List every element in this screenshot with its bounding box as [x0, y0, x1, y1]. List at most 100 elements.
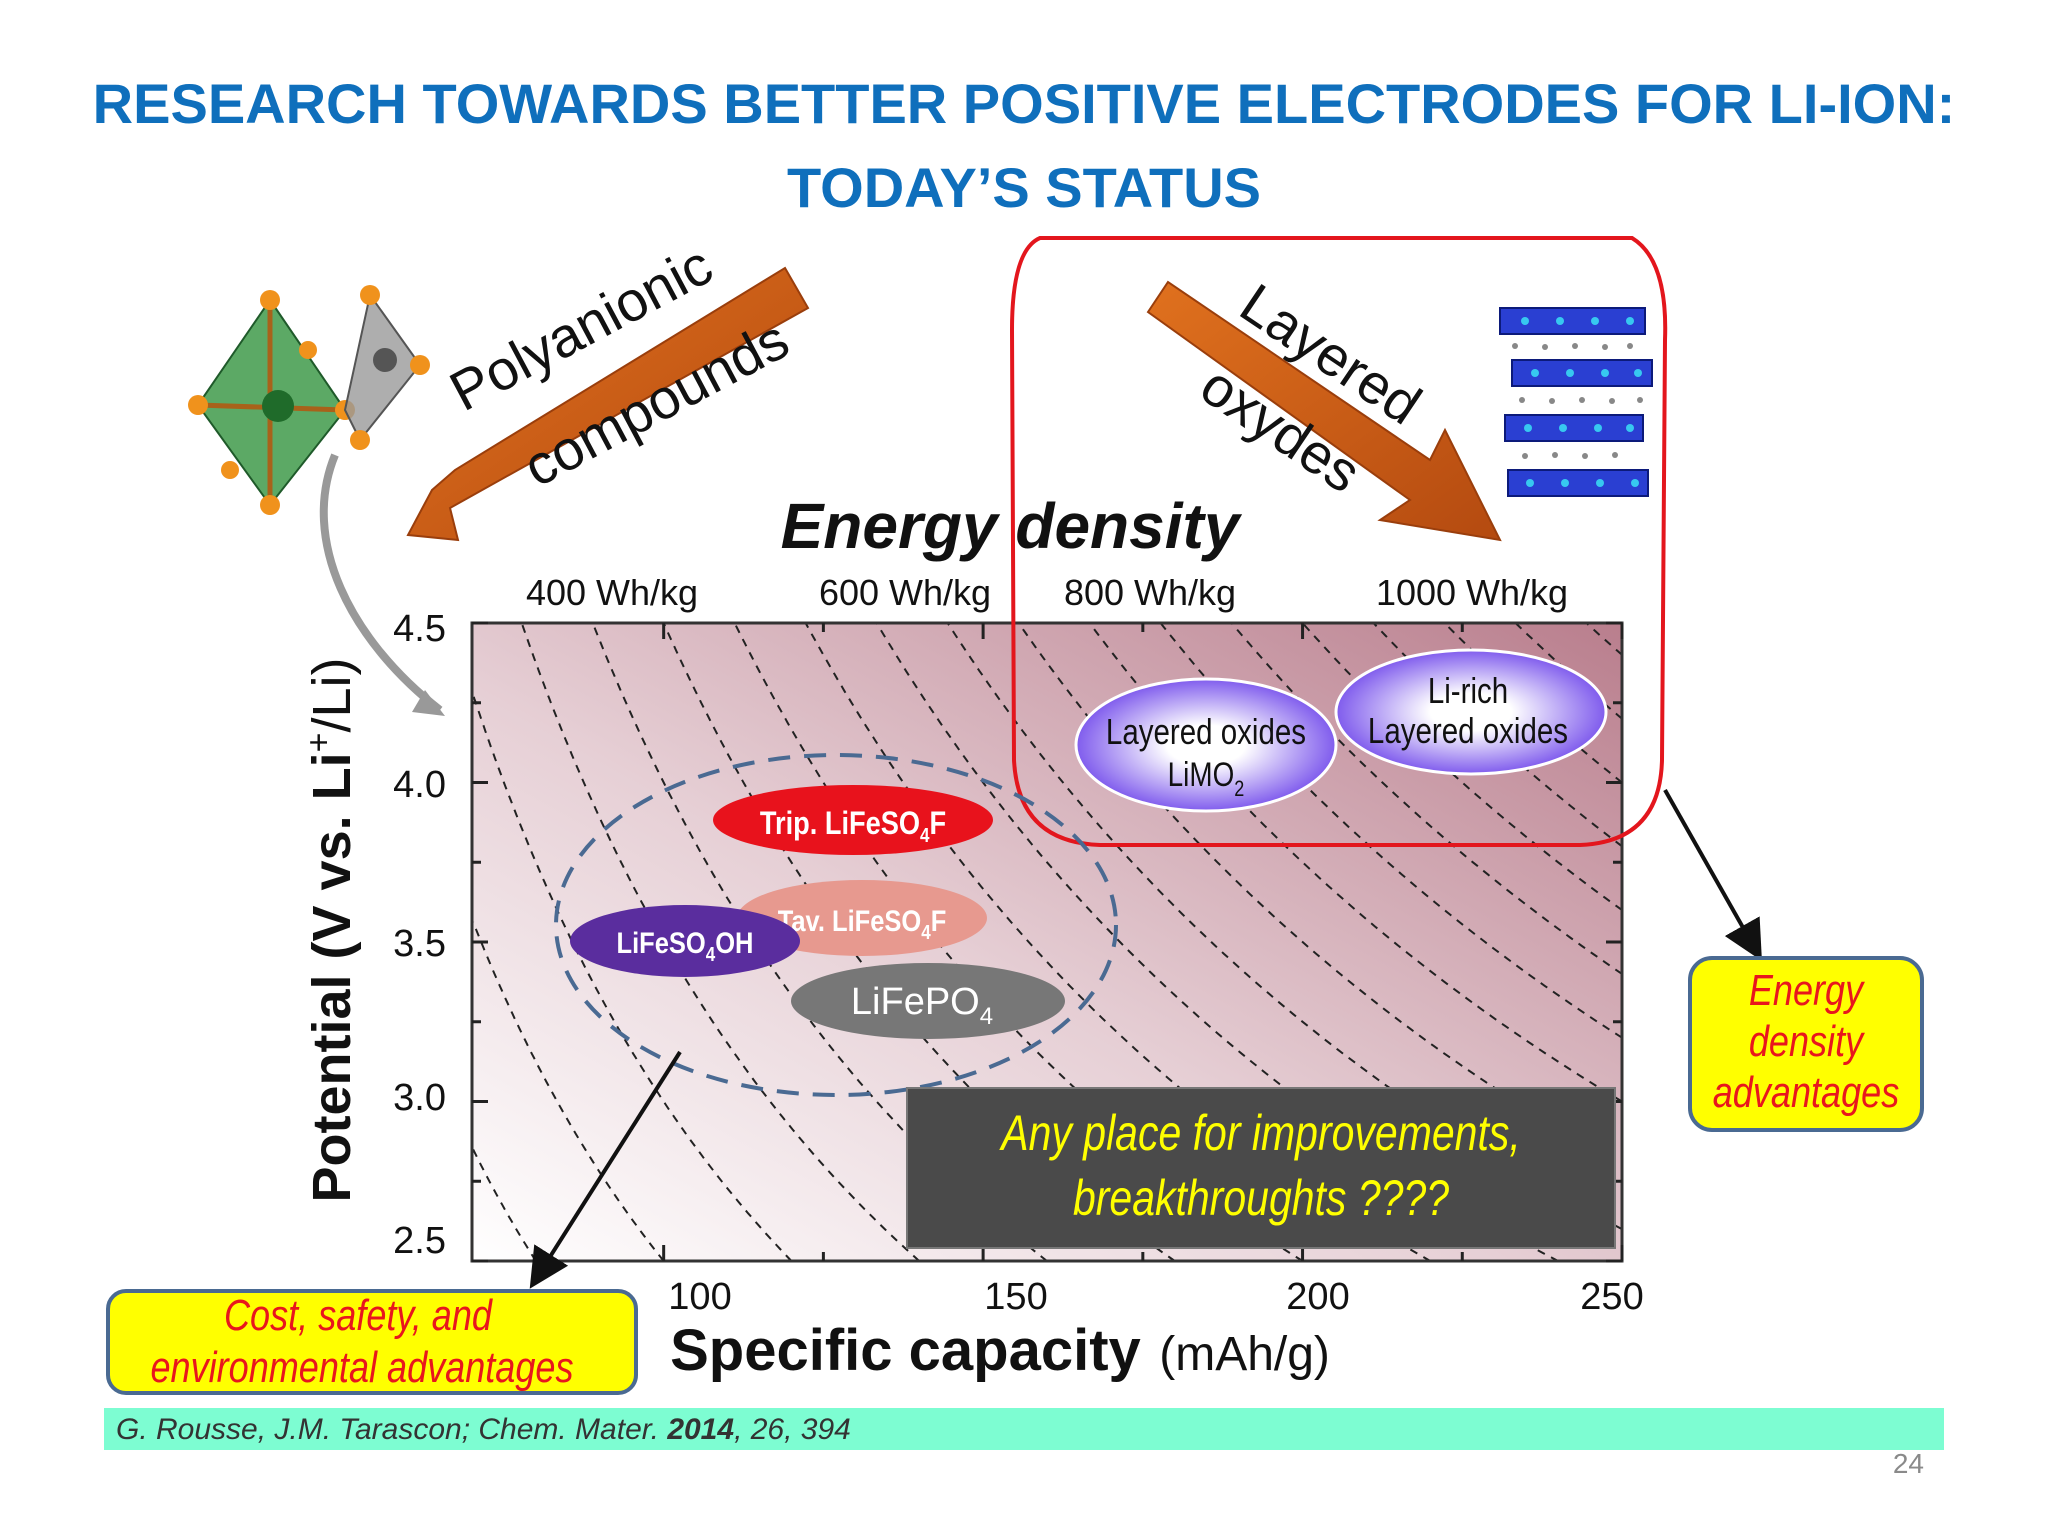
oxygen-atom — [260, 495, 280, 515]
layer-atom — [1521, 317, 1529, 325]
data-label: Layered oxides — [1106, 711, 1306, 751]
layer-atom — [1631, 479, 1639, 487]
axis-ticks — [472, 621, 1624, 1263]
oxygen-atom — [360, 285, 380, 305]
energy-advantage-box — [1688, 956, 1924, 1132]
material-li-rich-layered-oxides: Li-rich Layered oxides — [1334, 648, 1608, 776]
polyanionic-group-ellipse — [554, 753, 1118, 1097]
layer-atom — [1526, 479, 1534, 487]
y-axis-title: Potential (V vs. Li+/Li) — [300, 658, 362, 1203]
layer-atom — [1626, 424, 1634, 432]
data-point — [737, 880, 987, 956]
x-tick-label: 250 — [1580, 1276, 1643, 1318]
improvement-box — [906, 1087, 1616, 1249]
energy-density-label: 600 Wh/kg — [819, 572, 991, 613]
li-atom — [1637, 397, 1643, 403]
data-point — [1334, 648, 1608, 776]
li-atom — [1612, 452, 1618, 458]
reference-text: G. Rousse, J.M. Tarascon; Chem. Mater. 2… — [116, 1413, 851, 1446]
li-atom — [1579, 397, 1585, 403]
li-atom — [1522, 453, 1528, 459]
data-label: LiFeSO4OH — [617, 926, 754, 965]
oxygen-atom — [350, 430, 370, 450]
x-tick-label: 150 — [984, 1276, 1047, 1318]
layer-atom — [1591, 317, 1599, 325]
oxygen-atom — [188, 395, 208, 415]
li-atom — [1602, 344, 1608, 350]
material-tav-lifeso4f: Tav. LiFeSO4F — [737, 880, 987, 956]
iso-energy-line — [591, 622, 1048, 1262]
layer-atom — [1556, 317, 1564, 325]
iso-energy-line — [472, 694, 793, 1262]
layer-atom — [1524, 424, 1532, 432]
oxygen-atom — [221, 461, 239, 479]
layer-atom — [1626, 317, 1634, 325]
polyanion-structure-image — [188, 285, 445, 716]
layer-atom — [1566, 369, 1574, 377]
data-label: Layered oxides — [1368, 710, 1568, 750]
energy-density-label: 400 Wh/kg — [526, 572, 698, 613]
layer-atom — [1531, 369, 1539, 377]
energy-density-label: 800 Wh/kg — [1064, 572, 1236, 613]
li-atom — [1582, 453, 1588, 459]
material-lifepo4: LiFePO4 — [791, 963, 1065, 1039]
cost-advantage-box — [106, 1289, 638, 1395]
layer-atom — [1594, 424, 1602, 432]
li-atom — [1542, 344, 1548, 350]
iso-energy-line — [1159, 622, 1623, 1039]
energy-advantage-text: advantages — [1713, 1068, 1899, 1117]
iso-energy-line — [875, 622, 1559, 1262]
oxygen-atom — [410, 355, 430, 375]
title-line-1: RESEARCH TOWARDS BETTER POSITIVE ELECTRO… — [92, 72, 1956, 135]
data-point — [1074, 677, 1338, 813]
polyanionic-arrow-shape — [406, 266, 810, 542]
y-tick-label: 2.5 — [393, 1220, 446, 1262]
iso-energy-line — [1514, 622, 1623, 720]
material-trip-lifeso4f: Trip. LiFeSO4F — [713, 785, 993, 855]
data-label: LiMO2 — [1168, 755, 1245, 801]
layered-structure-image — [1499, 307, 1653, 497]
data-point — [713, 785, 993, 855]
layer-atom — [1596, 479, 1604, 487]
page-number: 24 — [1892, 1448, 1924, 1479]
oxygen-atom — [299, 341, 317, 359]
metal-atom — [262, 390, 294, 422]
data-point — [570, 905, 800, 977]
improvement-text-line-2: breakthroughts ???? — [1073, 1170, 1450, 1226]
title-line-2: TODAY’S STATUS — [786, 156, 1261, 219]
material-lifeso4oh: LiFeSO4OH — [570, 905, 800, 977]
iso-energy-line — [472, 1148, 537, 1262]
material-layered-oxides: Layered oxides LiMO2 — [1074, 677, 1338, 813]
x-axis-title: Specific capacity (mAh/g) — [670, 1318, 1330, 1383]
curved-arrow — [319, 453, 443, 714]
layer-atom — [1601, 369, 1609, 377]
li-atom — [1609, 398, 1615, 404]
li-atom — [1519, 397, 1525, 403]
layered-arrow-shape — [1146, 280, 1502, 542]
reference-bar: G. Rousse, J.M. Tarascon; Chem. Mater. 2… — [104, 1408, 1944, 1450]
y-tick-label: 3.0 — [393, 1077, 446, 1119]
energy-advantage-text: density — [1749, 1017, 1866, 1066]
data-label: Tav. LiFeSO4F — [778, 904, 947, 943]
li-atom — [1512, 343, 1518, 349]
y-tick-label: 4.5 — [393, 608, 446, 650]
oxygen-atom — [260, 290, 280, 310]
cost-advantage-arrow — [529, 1050, 682, 1289]
iso-energy-line — [1372, 622, 1623, 848]
materials-layer: Trip. LiFeSO4F Tav. LiFeSO4F LiFeSO4OH L… — [570, 648, 1608, 1039]
energy-advantage-arrow — [1663, 789, 1762, 961]
anion-center-atom — [373, 348, 397, 372]
layer-atom — [1561, 479, 1569, 487]
data-label: Trip. LiFeSO4F — [760, 806, 946, 846]
li-atom — [1552, 452, 1558, 458]
cost-advantage-text: Cost, safety, and — [224, 1291, 493, 1340]
y-tick-label: 3.5 — [393, 923, 446, 965]
layered-oxides-highlight — [1009, 236, 1668, 847]
curved-arrow-head — [412, 690, 445, 716]
cost-advantage-text: environmental advantages — [150, 1343, 573, 1392]
improvement-text-line-1: Any place for improvements, — [999, 1105, 1521, 1161]
layer-atom — [1559, 424, 1567, 432]
energy-advantage-text: Energy — [1749, 966, 1866, 1015]
li-atom — [1627, 343, 1633, 349]
